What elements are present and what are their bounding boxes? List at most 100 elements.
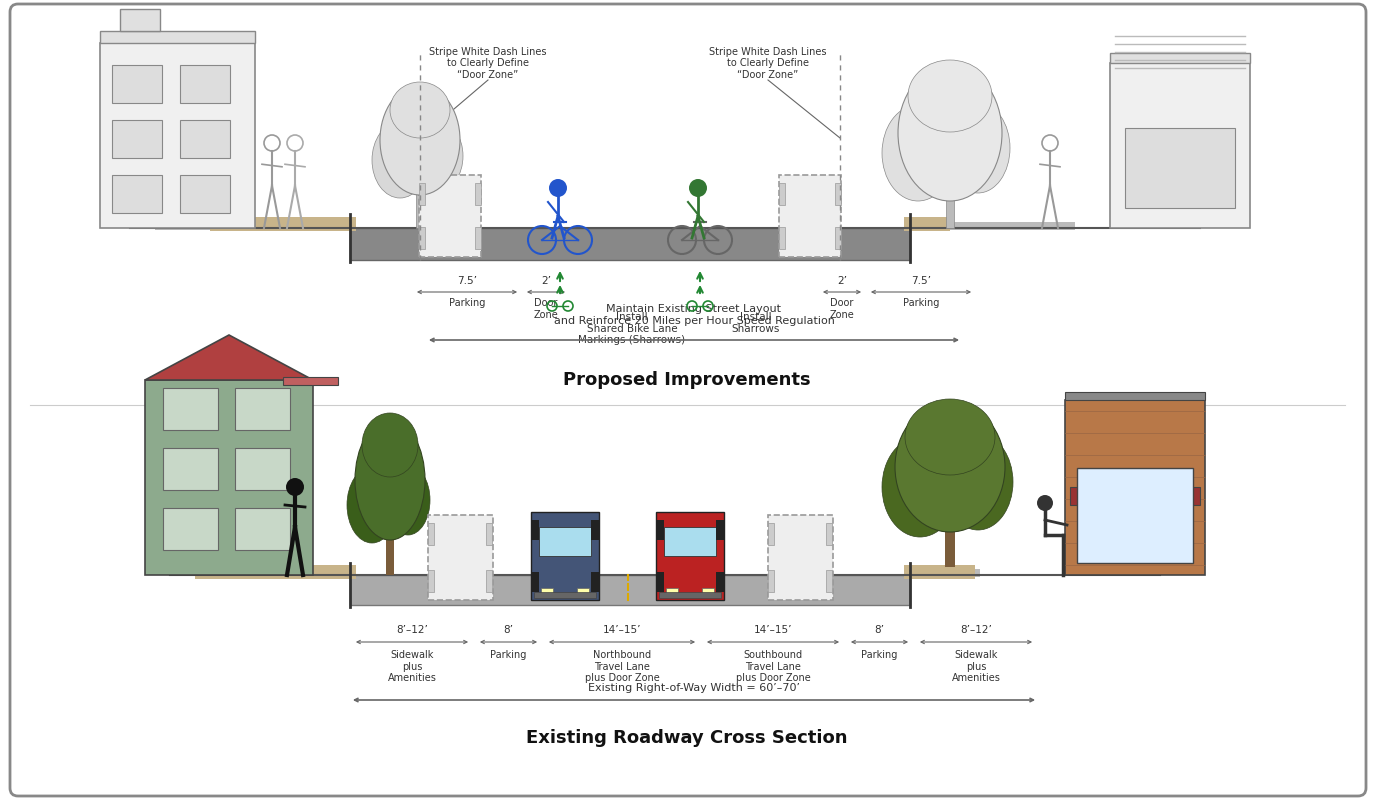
Bar	[531, 572, 539, 592]
Polygon shape	[144, 335, 314, 380]
Text: Install
Shared Bike Lane
Markings (Sharrows): Install Shared Bike Lane Markings (Sharr…	[579, 312, 686, 346]
Bar	[210, 217, 356, 231]
Text: 7.5’: 7.5’	[456, 276, 477, 286]
Circle shape	[1037, 495, 1053, 511]
Bar	[164, 388, 219, 430]
Bar	[769, 515, 833, 600]
Ellipse shape	[412, 121, 463, 191]
Text: 14’–15’: 14’–15’	[602, 625, 641, 635]
Bar	[578, 588, 588, 595]
Bar	[485, 523, 492, 545]
Bar	[111, 120, 162, 158]
Circle shape	[689, 179, 707, 197]
Bar	[591, 520, 600, 540]
Bar	[910, 569, 980, 577]
Ellipse shape	[905, 399, 995, 475]
Text: 2’: 2’	[837, 276, 847, 286]
Bar	[666, 588, 678, 595]
Bar	[703, 588, 714, 595]
Bar	[945, 525, 956, 567]
Bar	[485, 570, 492, 592]
Bar	[1110, 53, 1250, 63]
Bar	[910, 222, 1075, 230]
Text: 8’: 8’	[874, 625, 884, 635]
Text: Door
Zone: Door Zone	[534, 298, 558, 319]
Bar	[835, 227, 842, 249]
Bar	[235, 448, 290, 490]
Bar	[903, 217, 950, 231]
Bar	[144, 380, 314, 575]
Bar	[780, 175, 842, 257]
Bar	[656, 520, 664, 540]
Text: Stripe White Dash Lines
to Clearly Define
“Door Zone”: Stripe White Dash Lines to Clearly Defin…	[710, 46, 826, 80]
Ellipse shape	[908, 60, 991, 132]
Bar	[539, 527, 591, 556]
Ellipse shape	[390, 82, 450, 138]
Bar	[164, 448, 219, 490]
Text: Sidewalk
plus
Amenities: Sidewalk plus Amenities	[388, 650, 436, 683]
Circle shape	[549, 179, 566, 197]
Bar	[664, 527, 716, 556]
Bar	[120, 9, 160, 31]
Text: Proposed Improvements: Proposed Improvements	[564, 371, 811, 389]
Bar	[474, 227, 481, 249]
Bar	[903, 565, 975, 579]
Bar	[769, 570, 774, 592]
Bar	[1070, 487, 1200, 505]
Bar	[780, 183, 785, 205]
Bar	[540, 588, 553, 595]
Bar	[656, 512, 725, 600]
Bar	[386, 530, 395, 575]
Bar	[656, 572, 664, 592]
Bar	[351, 228, 910, 260]
Ellipse shape	[346, 467, 397, 543]
Bar	[428, 523, 434, 545]
Bar	[100, 43, 254, 228]
Bar	[417, 188, 424, 228]
FancyBboxPatch shape	[10, 4, 1365, 796]
Text: 8’–12’: 8’–12’	[960, 625, 991, 635]
Bar	[531, 520, 539, 540]
Bar	[351, 575, 910, 605]
Bar	[780, 227, 785, 249]
Text: 8’: 8’	[503, 625, 513, 635]
Text: 2’: 2’	[540, 276, 551, 286]
Bar	[155, 222, 351, 230]
Bar	[716, 572, 725, 592]
Bar	[235, 508, 290, 550]
Bar	[591, 572, 600, 592]
Text: Stripe White Dash Lines
to Clearly Define
“Door Zone”: Stripe White Dash Lines to Clearly Defin…	[429, 46, 547, 80]
Bar	[419, 183, 425, 205]
Text: Maintain Existing Street Layout
and Reinforce 20 Miles per Hour Speed Regulation: Maintain Existing Street Layout and Rein…	[554, 304, 835, 326]
Bar	[111, 65, 162, 103]
Bar	[235, 388, 290, 430]
Bar	[1066, 400, 1204, 575]
Text: 14’–15’: 14’–15’	[754, 625, 792, 635]
Ellipse shape	[946, 103, 1011, 193]
Bar	[474, 183, 481, 205]
Text: Southbound
Travel Lane
plus Door Zone: Southbound Travel Lane plus Door Zone	[736, 650, 810, 683]
Bar	[180, 120, 230, 158]
Bar	[180, 65, 230, 103]
Bar	[428, 515, 494, 600]
Text: Northbound
Travel Lane
plus Door Zone: Northbound Travel Lane plus Door Zone	[584, 650, 660, 683]
Bar	[826, 523, 832, 545]
Bar	[1077, 468, 1194, 563]
Bar	[659, 592, 720, 598]
Bar	[1066, 392, 1204, 400]
Bar	[428, 570, 434, 592]
Text: Parking: Parking	[448, 298, 485, 308]
Bar	[195, 569, 351, 577]
Bar	[283, 377, 338, 385]
Bar	[419, 175, 481, 257]
Bar	[531, 512, 600, 600]
Bar	[826, 570, 832, 592]
Text: Parking: Parking	[903, 298, 939, 308]
Bar	[164, 508, 219, 550]
Ellipse shape	[881, 437, 958, 537]
Ellipse shape	[895, 402, 1005, 532]
Bar	[716, 520, 725, 540]
Text: Parking: Parking	[491, 650, 527, 660]
Text: Parking: Parking	[861, 650, 898, 660]
Ellipse shape	[881, 105, 954, 201]
